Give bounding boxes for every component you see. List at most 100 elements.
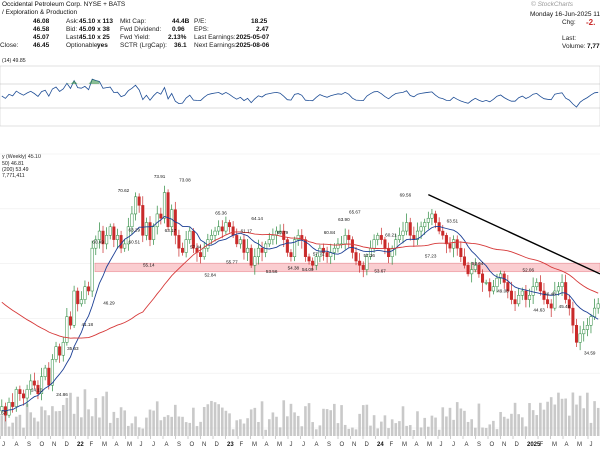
year-label: 23 (227, 442, 234, 448)
volume-bar (502, 416, 506, 436)
volume-bar (553, 404, 557, 436)
volume-bar (329, 410, 333, 436)
candle-body (332, 247, 336, 253)
candle-body (32, 380, 36, 386)
candle-body (144, 222, 148, 236)
candle-body (542, 290, 546, 300)
volume-bar (253, 407, 257, 436)
volume-bar (267, 419, 271, 436)
volume-bar (390, 419, 394, 436)
candle-body (506, 282, 510, 292)
volume-bar (394, 423, 398, 436)
rsi-panel: (14) 49.85 (0, 56, 600, 130)
volume-bar (152, 410, 155, 436)
volume-bar (170, 416, 173, 436)
candle-body (260, 247, 264, 253)
candle-body (452, 239, 456, 249)
candle-body (101, 230, 105, 245)
candle-body (419, 226, 423, 232)
volume-bar (246, 418, 249, 436)
candle-body (87, 286, 91, 292)
volume-bar (51, 406, 54, 436)
resistance-trendline (428, 194, 600, 275)
price-label: 49.08 (497, 288, 509, 293)
volume-bar (199, 421, 202, 436)
sma200-line (1, 231, 599, 339)
volume-bar (249, 409, 253, 436)
price-label: 45.48 (559, 304, 571, 309)
candle-body (430, 213, 434, 219)
stat-value: 45.10 x 113 (79, 18, 113, 25)
stat-label: Next Earnings: (194, 42, 237, 49)
candle-body (246, 247, 250, 253)
volume-bar (271, 412, 275, 436)
candle-body (115, 235, 119, 240)
volume-bar (195, 426, 199, 436)
volume-bar (481, 427, 484, 436)
price-label: 65.36 (215, 211, 227, 216)
volume-bar (235, 420, 239, 436)
candle-body (137, 196, 141, 206)
month-label: D (215, 442, 220, 448)
volume-bar (210, 400, 213, 436)
candle-body (553, 290, 557, 309)
volume-label: Volume: (562, 43, 586, 50)
candle-body (459, 247, 463, 257)
candle-body (567, 299, 571, 309)
volume-bar (289, 403, 293, 436)
volume-value: 7,77 (587, 43, 600, 50)
candle-body (166, 192, 170, 228)
candle-body (21, 393, 26, 399)
volume-bar (318, 425, 322, 436)
volume-bar (286, 416, 289, 436)
month-label: S (327, 442, 331, 448)
candle-body (372, 239, 376, 249)
candle-body (405, 222, 409, 232)
volume-bar (43, 410, 47, 436)
candle-body (477, 265, 481, 275)
candle-body (491, 286, 495, 292)
candle-body (358, 260, 362, 266)
volume-bar (80, 417, 83, 436)
candle-body (202, 247, 206, 257)
price-label: 46.29 (103, 300, 115, 305)
candle-body (40, 376, 44, 394)
stat-label: Mkt Cap: (120, 18, 147, 25)
candle-body (564, 282, 568, 300)
month-label: F (390, 442, 394, 448)
volume-bar (524, 426, 528, 436)
month-label: A (415, 442, 419, 448)
volume-bar (72, 413, 76, 436)
stat-value: 45.07 (33, 34, 50, 41)
candle-body (141, 205, 145, 236)
stat-label: Last Earnings: (194, 34, 236, 41)
candle-body (383, 239, 387, 249)
volume-bar (206, 404, 210, 436)
stat-value: 2.47 (256, 26, 269, 33)
candle-body (25, 389, 29, 399)
stat-value: 46.45 (33, 42, 50, 49)
volume-bar (134, 416, 137, 436)
candle-body (0, 406, 4, 412)
volume-bar (130, 423, 134, 436)
month-label: J (590, 442, 593, 448)
volume-bar (466, 421, 470, 436)
volume-bar (452, 419, 455, 436)
candle-body (293, 239, 297, 257)
candle-body (170, 209, 174, 228)
stat-value: 45.09 x 38 (79, 26, 110, 33)
candle-body (495, 277, 499, 287)
candle-body (76, 290, 80, 305)
support-zone (94, 262, 600, 273)
price-label: 63.29 (129, 228, 141, 233)
month-label: N (202, 442, 206, 448)
price-label: 65.67 (349, 209, 361, 214)
volume-bar (488, 424, 492, 436)
price-label: 52.84 (204, 272, 216, 277)
volume-bar (596, 407, 600, 436)
volume-bar (340, 405, 343, 436)
stat-value: 45.10 x 25 (79, 34, 110, 41)
candle-body (593, 307, 597, 317)
candle-body (538, 282, 542, 292)
volume-bar (412, 429, 416, 436)
